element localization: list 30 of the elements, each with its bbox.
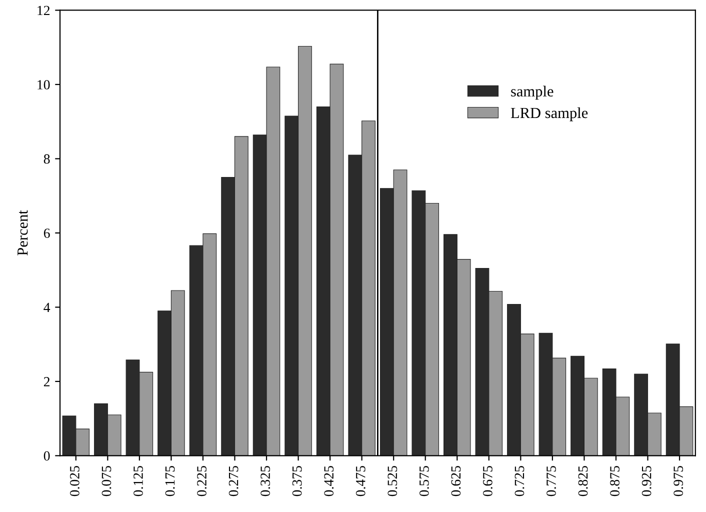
- x-tick-label: 0.675: [483, 466, 492, 496]
- x-tick-label: 0.225: [197, 466, 207, 496]
- x-tick-label: 0.525: [388, 466, 398, 496]
- y-tick-label: 4: [44, 302, 50, 312]
- y-axis-title: Percent: [18, 210, 28, 256]
- x-tick-label: 0.575: [419, 466, 429, 496]
- x-tick-label: 0.325: [260, 466, 270, 496]
- y-tick-label: 0: [44, 451, 50, 461]
- x-tick-label: 0.875: [610, 466, 620, 496]
- y-tick-label: 10: [38, 80, 50, 90]
- x-tick-label: 0.475: [356, 466, 366, 496]
- x-tick-label: 0.025: [70, 466, 80, 496]
- x-tick-label: 0.375: [292, 466, 302, 496]
- x-tick-label: 0.275: [228, 466, 238, 496]
- x-tick-label: 0.825: [578, 466, 588, 496]
- x-tick-label: 0.175: [165, 466, 175, 496]
- x-tick-label: 0.975: [674, 466, 684, 496]
- x-tick-label: 0.775: [546, 466, 556, 496]
- legend-label: sample: [511, 86, 554, 100]
- y-tick-label: 2: [44, 377, 50, 386]
- legend-label: LRD sample: [510, 107, 588, 122]
- x-tick-label: 0.425: [324, 466, 334, 496]
- x-tick-label: 0.075: [102, 466, 112, 496]
- x-tick-label: 0.625: [451, 466, 461, 496]
- x-tick-label: 0.925: [642, 466, 652, 496]
- y-tick-label: 6: [44, 228, 50, 238]
- y-tick-label: 12: [38, 6, 50, 16]
- x-tick-label: 0.125: [134, 466, 143, 496]
- y-tick-label: 8: [44, 154, 50, 164]
- x-tick-label: 0.725: [514, 466, 524, 496]
